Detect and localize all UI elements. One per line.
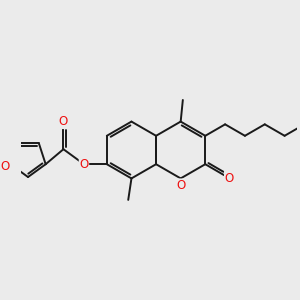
Text: O: O: [79, 158, 88, 171]
Text: O: O: [0, 160, 10, 173]
Text: O: O: [176, 179, 185, 192]
Text: O: O: [224, 172, 234, 184]
Text: O: O: [59, 116, 68, 128]
